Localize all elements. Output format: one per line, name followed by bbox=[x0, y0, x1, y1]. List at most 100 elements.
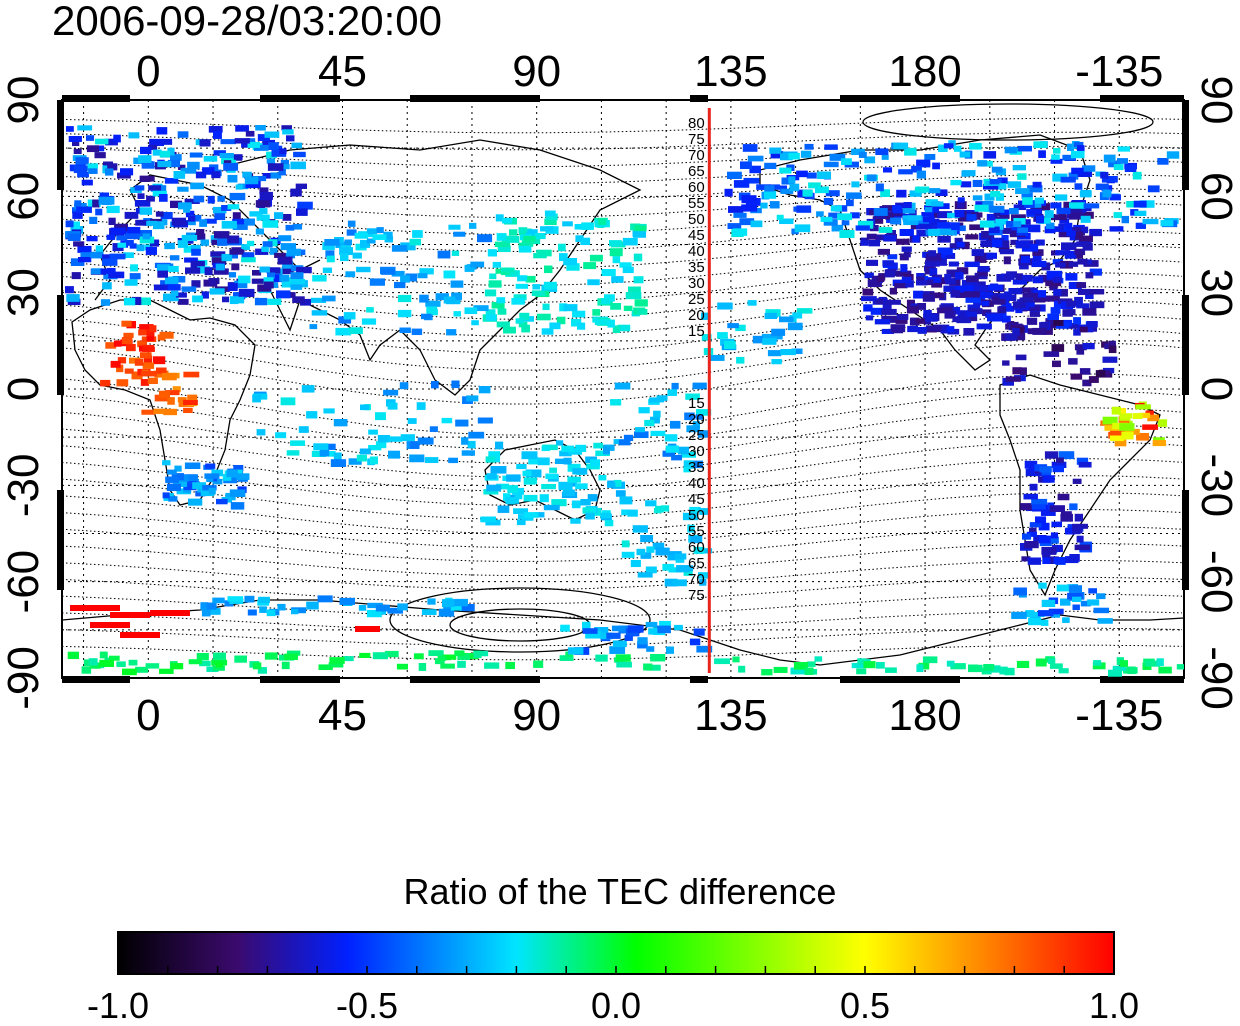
tec-cell bbox=[877, 248, 890, 255]
tec-cell bbox=[971, 249, 985, 257]
tec-cell bbox=[399, 382, 409, 390]
tec-cell bbox=[495, 214, 504, 222]
tec-cell bbox=[229, 296, 239, 305]
tec-cell bbox=[291, 608, 299, 615]
tec-cell bbox=[899, 229, 914, 237]
tec-cell bbox=[1103, 154, 1116, 163]
tec-cell bbox=[895, 270, 912, 277]
tec-cell bbox=[791, 348, 803, 355]
tec-cell bbox=[81, 179, 93, 186]
tec-cell bbox=[928, 228, 940, 236]
tec-cell bbox=[989, 179, 1002, 185]
tec-cell bbox=[452, 598, 468, 607]
tec-cell bbox=[292, 223, 303, 230]
tec-cell bbox=[90, 251, 104, 259]
tec-cell bbox=[955, 272, 964, 280]
tec-cell bbox=[1031, 260, 1047, 268]
tec-cell bbox=[997, 177, 1008, 185]
tec-cell bbox=[199, 139, 211, 147]
tec-cell bbox=[1008, 288, 1023, 295]
tec-cell bbox=[987, 313, 1003, 322]
tec-cell bbox=[1041, 546, 1057, 555]
tec-cell bbox=[366, 609, 382, 618]
tec-cell bbox=[486, 484, 502, 492]
tec-cell bbox=[460, 604, 475, 612]
tec-cell bbox=[1045, 318, 1055, 324]
tec-cell bbox=[676, 565, 690, 573]
tec-cell bbox=[1038, 274, 1054, 281]
tec-cell bbox=[1121, 431, 1134, 440]
tec-cell bbox=[271, 274, 282, 283]
tec-cell bbox=[513, 294, 527, 301]
tec-cell bbox=[1095, 370, 1106, 378]
tec-cell bbox=[201, 608, 211, 617]
tec-cell bbox=[531, 290, 546, 297]
tec-cell bbox=[134, 185, 145, 191]
tec-cell bbox=[464, 653, 479, 660]
tec-cell bbox=[142, 346, 155, 352]
tec-cell bbox=[227, 596, 244, 602]
tec-cell bbox=[839, 230, 855, 238]
tec-cell bbox=[981, 231, 995, 239]
tec-cell bbox=[124, 240, 134, 246]
tec-cell bbox=[152, 190, 167, 197]
tec-cell bbox=[149, 239, 160, 247]
tec-cell bbox=[864, 272, 874, 279]
tec-cell bbox=[1033, 297, 1046, 303]
tec-cell bbox=[806, 172, 817, 179]
tec-cell bbox=[740, 161, 752, 170]
tec-cell bbox=[192, 295, 204, 303]
tec-cell bbox=[281, 661, 290, 670]
tec-cell bbox=[559, 253, 568, 262]
tec-cell bbox=[106, 234, 116, 240]
tec-cell bbox=[322, 267, 332, 274]
tec-cell bbox=[515, 283, 529, 289]
tec-cell bbox=[470, 261, 485, 268]
tec-cell bbox=[145, 247, 157, 255]
tec-cell bbox=[974, 255, 987, 263]
tec-cell bbox=[486, 473, 497, 480]
tec-cell bbox=[709, 355, 725, 361]
tec-cell bbox=[682, 512, 699, 521]
tec-cell bbox=[660, 505, 670, 512]
tec-cell bbox=[541, 484, 556, 490]
right-tick-label: 90 bbox=[1192, 76, 1240, 125]
tec-cell bbox=[961, 241, 970, 250]
tec-cell bbox=[563, 258, 578, 266]
tec-cell bbox=[738, 665, 746, 673]
tec-cell bbox=[110, 360, 121, 368]
tec-cell bbox=[413, 653, 424, 660]
tec-cell bbox=[270, 172, 282, 179]
tec-cell bbox=[238, 288, 255, 297]
tec-cell bbox=[686, 425, 700, 433]
tec-cell bbox=[560, 624, 570, 632]
tec-cell bbox=[300, 298, 312, 306]
tec-cell bbox=[157, 160, 172, 168]
tec-cell bbox=[901, 246, 912, 252]
tec-cell bbox=[1020, 287, 1035, 293]
tec-cell bbox=[400, 242, 416, 251]
tec-cell bbox=[102, 254, 114, 261]
tec-cell bbox=[126, 344, 136, 352]
tec-cell bbox=[259, 191, 273, 200]
tec-cell bbox=[368, 445, 382, 451]
tec-cell bbox=[296, 208, 308, 216]
tec-cell bbox=[683, 460, 694, 468]
tec-cell bbox=[140, 379, 150, 386]
tec-cell bbox=[139, 352, 152, 359]
tec-cell bbox=[123, 252, 134, 259]
tec-cell bbox=[837, 213, 853, 221]
tec-cell bbox=[178, 202, 192, 210]
tec-cell bbox=[1108, 345, 1117, 354]
tec-cell bbox=[238, 275, 251, 284]
tec-cell bbox=[1065, 527, 1076, 535]
tec-cell bbox=[940, 328, 953, 334]
auroral-oval-north bbox=[862, 103, 1154, 141]
tec-cell bbox=[1126, 201, 1138, 208]
tec-cell bbox=[206, 602, 217, 610]
tec-cell bbox=[326, 255, 335, 263]
tec-cell bbox=[873, 208, 888, 216]
tec-cell bbox=[129, 273, 141, 280]
tec-cell bbox=[1079, 326, 1088, 333]
tec-cell bbox=[105, 342, 117, 349]
